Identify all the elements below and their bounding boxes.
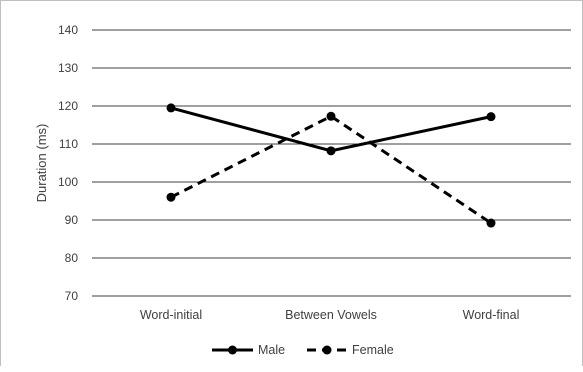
legend-item-male: Male xyxy=(212,343,285,357)
y-axis-label: Duration (ms) xyxy=(34,124,49,203)
legend-label: Male xyxy=(258,343,285,357)
y-tick-labels: 70 80 90 100 110 120 130 140 xyxy=(58,23,78,303)
legend: Male Female xyxy=(212,343,394,357)
legend-label: Female xyxy=(352,343,394,357)
series-line-female xyxy=(170,114,492,225)
y-tick-label: 130 xyxy=(58,61,78,75)
y-tick-label: 70 xyxy=(65,289,79,303)
y-tick-label: 140 xyxy=(58,23,78,37)
data-point-male xyxy=(326,146,336,156)
data-point-female xyxy=(166,192,176,202)
series-layer xyxy=(166,103,496,228)
x-tick-label: Word-final xyxy=(463,308,520,322)
legend-item-female: Female xyxy=(307,343,394,357)
y-tick-label: 110 xyxy=(59,137,78,151)
y-tick-label: 100 xyxy=(58,175,78,189)
x-tick-label: Between Vowels xyxy=(285,308,377,322)
y-tick-label: 120 xyxy=(58,99,78,113)
legend-swatch-marker xyxy=(322,345,332,355)
x-tick-labels: Word-initial Between Vowels Word-final xyxy=(140,308,520,322)
series-female xyxy=(166,111,496,228)
data-point-male xyxy=(166,103,176,113)
legend-swatch-marker xyxy=(228,345,237,355)
gridlines xyxy=(92,29,571,297)
data-point-male xyxy=(486,112,496,122)
y-tick-label: 80 xyxy=(65,251,79,265)
data-point-female xyxy=(326,111,336,121)
x-tick-label: Word-initial xyxy=(140,308,202,322)
y-tick-label: 90 xyxy=(65,213,79,227)
data-point-female xyxy=(486,218,496,228)
series-male xyxy=(166,103,496,156)
